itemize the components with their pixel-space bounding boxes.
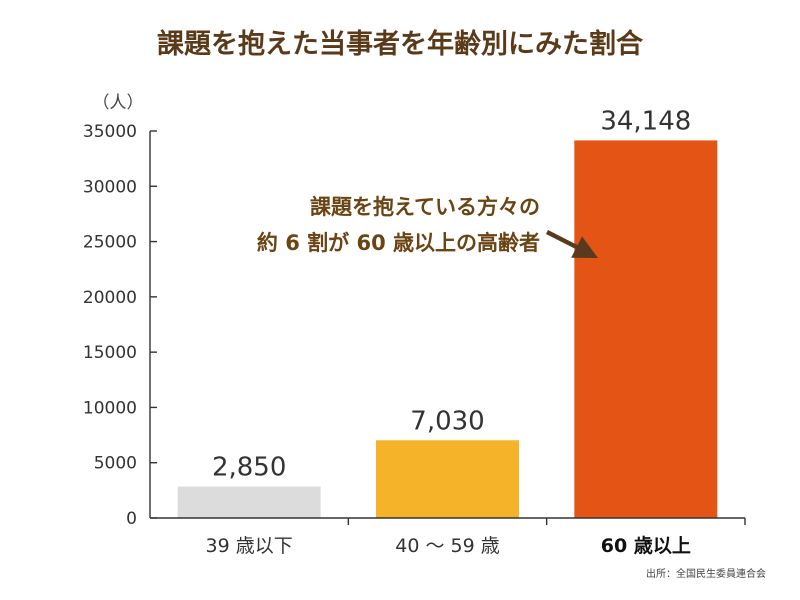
bar-3 [574,140,718,518]
data-labels-group: 2,850 7,030 34,148 [212,106,691,482]
chart-title: 課題を抱えた当事者を年齢別にみた割合 [157,28,643,60]
x-tick-label-2: 40 ～ 59 歳 [395,535,499,557]
x-tick-label-1: 39 歳以下 [206,535,293,557]
annotation-arrow [546,230,598,258]
annotation: 課題を抱えている方々の 約 6 割が 60 歳以上の高齢者 [257,195,598,258]
bar-1 [177,486,321,518]
x-ticks-group: 39 歳以下 40 ～ 59 歳 60 歳以上 [206,518,746,557]
y-tick-label: 25000 [83,233,137,253]
source-note: 出所：全国民生委員連合会 [646,567,766,580]
y-tick-label: 10000 [83,398,137,418]
y-tick-label: 15000 [83,343,137,363]
data-label-2: 7,030 [410,406,484,436]
data-label-1: 2,850 [212,452,286,482]
y-tick-label: 35000 [83,122,137,142]
bar-2 [376,440,519,518]
axes-group [149,131,745,519]
data-label-3: 34,148 [600,106,691,136]
y-tick-label: 5000 [94,454,137,474]
bars-group [177,140,718,518]
y-tick-label: 0 [126,509,137,529]
x-tick-label-3: 60 歳以上 [601,535,691,557]
y-axis-unit: （人） [93,93,144,113]
y-tick-label: 30000 [83,177,137,197]
y-tick-label: 20000 [83,288,137,308]
y-ticks-group: 0 5000 10000 15000 20000 25000 30000 35000 [83,122,157,529]
annotation-line-2: 約 6 割が 60 歳以上の高齢者 [257,231,540,255]
annotation-line-1: 課題を抱えている方々の [310,195,540,219]
